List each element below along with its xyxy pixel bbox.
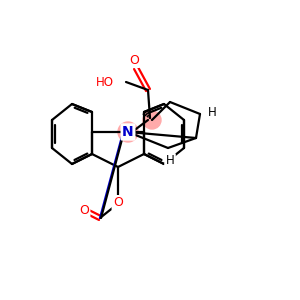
Circle shape <box>143 111 161 129</box>
Circle shape <box>118 122 138 142</box>
Text: H: H <box>208 106 216 118</box>
Text: O: O <box>113 196 123 209</box>
Text: HO: HO <box>96 76 114 88</box>
Text: N: N <box>122 125 134 139</box>
Text: O: O <box>129 53 139 67</box>
Text: O: O <box>79 203 89 217</box>
Text: H: H <box>166 154 174 167</box>
